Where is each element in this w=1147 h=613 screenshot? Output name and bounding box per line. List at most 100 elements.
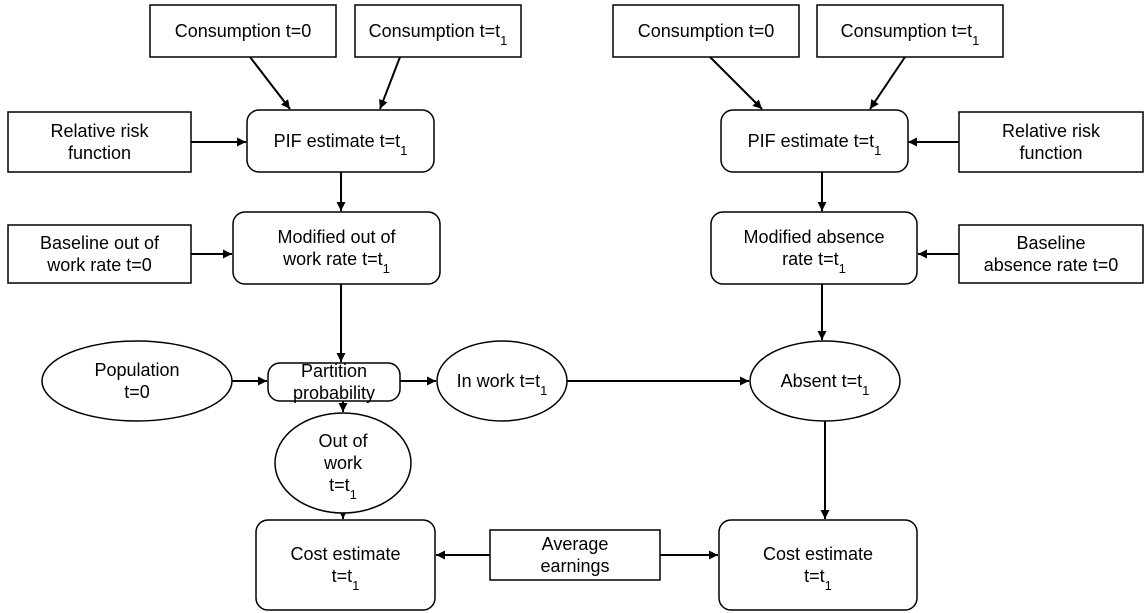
node-box [958, 111, 1144, 173]
node-ellipse [436, 340, 568, 422]
label-text: earnings [540, 556, 609, 576]
node-label: Consumption t=0 [175, 21, 312, 41]
label-text: absence rate t=0 [984, 255, 1119, 275]
label-text: Modified absence [743, 227, 884, 247]
label-text: Modified out of [277, 227, 396, 247]
node-label: Baseline out of [40, 233, 160, 253]
edges [191, 56, 959, 560]
label-text: Consumption t=t [369, 21, 501, 41]
label-subscript: 1 [862, 383, 869, 398]
label-subscript: 1 [400, 143, 407, 158]
label-subscript: 1 [972, 33, 979, 48]
node-label: Partition [301, 361, 367, 381]
label-text: Cost estimate [763, 544, 873, 564]
arrow [869, 56, 906, 110]
node-box [816, 4, 1004, 58]
node-label: PIF estimate t=t1 [274, 131, 408, 158]
label-text: work [323, 453, 363, 473]
arrow [249, 56, 291, 110]
label-text: PIF estimate t=t [274, 131, 401, 151]
label-text: Baseline [1016, 233, 1085, 253]
label-subscript: 1 [383, 261, 390, 276]
node-label: Out of [318, 431, 368, 451]
node-label: probability [293, 383, 375, 403]
label-text: t=t [332, 566, 353, 586]
node-label: In work t=t1 [457, 371, 548, 398]
label-text: Relative risk [50, 121, 149, 141]
label-text: function [68, 143, 131, 163]
node: Consumption t=t1 [816, 4, 1004, 58]
label-text: In work t=t [457, 371, 541, 391]
label-text: Baseline out of [40, 233, 160, 253]
node-label: Absent t=t1 [781, 371, 870, 398]
label-text: t=t [804, 566, 825, 586]
node-label: Population [94, 360, 179, 380]
node-label: Average [542, 534, 609, 554]
node-label: Cost estimate [763, 544, 873, 564]
label-text: Cost estimate [290, 544, 400, 564]
label-text: Consumption t=0 [175, 21, 312, 41]
node: PIF estimate t=t1 [246, 109, 435, 173]
label-text: probability [293, 383, 375, 403]
label-text: Partition [301, 361, 367, 381]
label-text: Relative risk [1002, 121, 1101, 141]
node-box [267, 362, 401, 402]
node-box [255, 519, 436, 611]
node-label: PIF estimate t=t1 [748, 131, 882, 158]
node-label: function [1019, 143, 1082, 163]
node-ellipse [274, 412, 412, 514]
node-box [718, 519, 918, 611]
node-box [489, 529, 661, 581]
label-text: t=t [329, 475, 350, 495]
label-text: Population [94, 360, 179, 380]
label-text: work rate t=0 [46, 255, 152, 275]
node-ellipse [749, 340, 901, 422]
label-subscript: 1 [839, 261, 846, 276]
node-label: work rate t=t1 [282, 249, 390, 276]
label-text: Consumption t=t [841, 21, 973, 41]
label-text: work rate t=t [282, 249, 383, 269]
node-label: Cost estimate [290, 544, 400, 564]
node-label: work rate t=0 [46, 255, 152, 275]
node: In work t=t1 [436, 340, 568, 422]
node: Absent t=t1 [749, 340, 901, 422]
node-label: Modified out of [277, 227, 396, 247]
label-text: t=0 [124, 382, 150, 402]
label-subscript: 1 [874, 143, 881, 158]
node: PIF estimate t=t1 [720, 109, 909, 173]
node-label: work [323, 453, 363, 473]
label-text: rate t=t [782, 249, 839, 269]
node-label: Relative risk [50, 121, 149, 141]
node: Consumption t=0 [612, 4, 800, 58]
node-label: Baseline [1016, 233, 1085, 253]
node-box [7, 111, 192, 173]
node-label: Modified absence [743, 227, 884, 247]
label-text: Out of [318, 431, 368, 451]
node-label: t=t1 [332, 566, 360, 593]
node: Consumption t=t1 [354, 4, 522, 58]
label-text: PIF estimate t=t [748, 131, 875, 151]
node-box [7, 224, 192, 284]
node-box [232, 211, 441, 285]
node: Consumption t=0 [149, 4, 337, 58]
node-box [710, 211, 918, 285]
node-box [246, 109, 435, 173]
label-subscript: 1 [825, 578, 832, 593]
label-text: Absent t=t [781, 371, 863, 391]
node-box [149, 4, 337, 58]
arrow [709, 56, 763, 110]
node-box [720, 109, 909, 173]
node-label: t=t1 [329, 475, 357, 502]
label-subscript: 1 [540, 383, 547, 398]
